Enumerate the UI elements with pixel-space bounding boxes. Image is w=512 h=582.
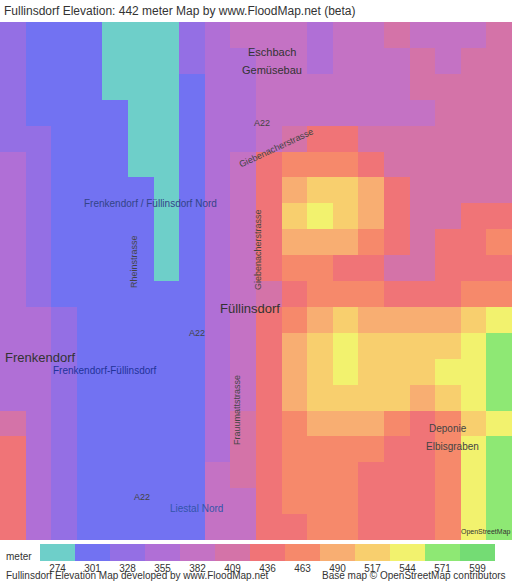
svg-text:Giebenacherstrasse: Giebenacherstrasse <box>253 209 263 290</box>
svg-text:Liestal Nord: Liestal Nord <box>170 503 223 514</box>
svg-text:Base map © OpenStreetMap contr: Base map © OpenStreetMap contributors <box>322 570 506 581</box>
svg-text:463: 463 <box>294 563 311 574</box>
svg-text:Fullinsdorf Elevation: 442 met: Fullinsdorf Elevation: 442 meter Map by … <box>4 4 356 18</box>
svg-text:328: 328 <box>119 563 136 574</box>
svg-text:409: 409 <box>224 563 241 574</box>
svg-text:meter: meter <box>6 551 32 562</box>
svg-text:301: 301 <box>84 563 101 574</box>
svg-text:490: 490 <box>329 563 346 574</box>
svg-text:571: 571 <box>434 563 451 574</box>
svg-text:Rheinstrasse: Rheinstrasse <box>129 235 139 288</box>
svg-text:Frenkendorf: Frenkendorf <box>5 350 75 365</box>
svg-text:Frenkendorf / Füllinsdorf Nord: Frenkendorf / Füllinsdorf Nord <box>84 198 217 209</box>
svg-text:Füllinsdorf: Füllinsdorf <box>220 301 280 316</box>
svg-text:Elbisgraben: Elbisgraben <box>426 441 479 452</box>
svg-text:517: 517 <box>364 563 381 574</box>
svg-text:Fullinsdorf Elevation Map deve: Fullinsdorf Elevation Map developed by w… <box>6 570 269 581</box>
svg-text:274: 274 <box>49 563 66 574</box>
svg-text:Eschbach: Eschbach <box>248 46 296 58</box>
svg-text:OpenStreetMap: OpenStreetMap <box>461 528 511 536</box>
svg-text:Gemüsebau: Gemüsebau <box>242 64 302 76</box>
svg-text:436: 436 <box>259 563 276 574</box>
svg-text:355: 355 <box>154 563 171 574</box>
svg-text:A22: A22 <box>134 492 150 502</box>
svg-text:A22: A22 <box>254 118 270 128</box>
svg-text:A22: A22 <box>189 328 205 338</box>
svg-text:Deponie: Deponie <box>429 423 467 434</box>
svg-text:Frauumattstrasse: Frauumattstrasse <box>232 375 242 445</box>
svg-text:544: 544 <box>399 563 416 574</box>
svg-text:599: 599 <box>469 563 486 574</box>
svg-text:Frenkendorf-Füllinsdorf: Frenkendorf-Füllinsdorf <box>53 365 157 376</box>
svg-text:382: 382 <box>189 563 206 574</box>
svg-text:Giebenacherstrasse: Giebenacherstrasse <box>238 126 315 169</box>
